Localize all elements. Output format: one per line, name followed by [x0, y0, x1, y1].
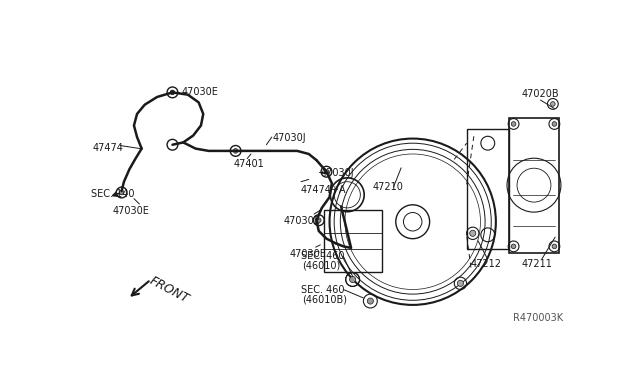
Text: (46010): (46010): [303, 260, 341, 270]
Circle shape: [550, 102, 555, 106]
Circle shape: [511, 122, 516, 126]
Text: 47030J: 47030J: [320, 168, 354, 178]
Text: 47210: 47210: [372, 182, 404, 192]
Circle shape: [234, 148, 238, 153]
Text: R470003K: R470003K: [513, 313, 563, 323]
Circle shape: [458, 280, 463, 286]
Text: SEC. 140: SEC. 140: [91, 189, 134, 199]
Text: 47030E: 47030E: [182, 87, 219, 97]
Text: SEC. 460: SEC. 460: [301, 251, 344, 261]
Circle shape: [367, 298, 373, 304]
Text: 47030E: 47030E: [284, 216, 320, 225]
Text: 47020B: 47020B: [522, 89, 559, 99]
Text: 47474+A: 47474+A: [301, 185, 346, 195]
Text: 47030E: 47030E: [113, 206, 149, 217]
Text: 47212: 47212: [470, 259, 502, 269]
Circle shape: [316, 218, 321, 222]
Circle shape: [552, 122, 557, 126]
Text: 47401: 47401: [234, 158, 264, 169]
Circle shape: [324, 169, 329, 174]
Circle shape: [349, 276, 356, 283]
Circle shape: [170, 90, 175, 95]
Text: 47030J: 47030J: [273, 133, 306, 143]
Text: (46010B): (46010B): [303, 294, 348, 304]
Text: FRONT: FRONT: [147, 274, 191, 306]
Text: 47211: 47211: [522, 259, 553, 269]
Circle shape: [470, 230, 476, 236]
Circle shape: [552, 244, 557, 249]
Circle shape: [119, 190, 124, 195]
Text: 47474: 47474: [92, 143, 124, 153]
Text: SEC. 460: SEC. 460: [301, 285, 344, 295]
Text: 47030E: 47030E: [289, 249, 326, 259]
Circle shape: [511, 244, 516, 249]
